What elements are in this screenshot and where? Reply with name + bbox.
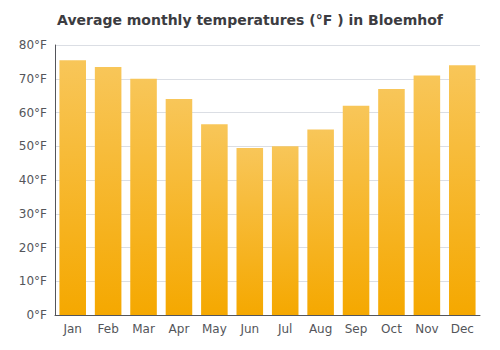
svg-text:60°F: 60°F	[19, 106, 47, 120]
svg-text:50°F: 50°F	[19, 139, 47, 153]
svg-text:30°F: 30°F	[19, 207, 47, 221]
svg-text:Jul: Jul	[277, 322, 292, 336]
svg-text:Jun: Jun	[239, 322, 259, 336]
svg-text:Apr: Apr	[169, 322, 190, 336]
svg-text:40°F: 40°F	[19, 173, 47, 187]
svg-text:Aug: Aug	[309, 322, 332, 336]
svg-text:Dec: Dec	[451, 322, 474, 336]
svg-text:Average monthly temperatures (: Average monthly temperatures (°F ) in Bl…	[57, 12, 444, 28]
svg-text:20°F: 20°F	[19, 241, 47, 255]
svg-text:May: May	[202, 322, 227, 336]
svg-text:0°F: 0°F	[26, 308, 47, 322]
svg-text:Feb: Feb	[98, 322, 119, 336]
svg-text:Jan: Jan	[62, 322, 82, 336]
svg-text:80°F: 80°F	[19, 38, 47, 52]
svg-text:Sep: Sep	[345, 322, 368, 336]
svg-text:Oct: Oct	[381, 322, 402, 336]
svg-text:Mar: Mar	[132, 322, 155, 336]
svg-text:Nov: Nov	[415, 322, 438, 336]
svg-text:70°F: 70°F	[19, 72, 47, 86]
svg-text:10°F: 10°F	[19, 274, 47, 288]
